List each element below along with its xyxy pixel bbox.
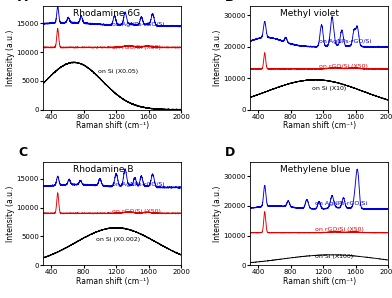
Text: on AgNPs-rGO/Si: on AgNPs-rGO/Si — [315, 201, 367, 206]
Text: C: C — [18, 146, 27, 159]
Text: Methylene blue: Methylene blue — [280, 164, 351, 174]
Text: on AgNPs-rGO/Si: on AgNPs-rGO/Si — [112, 182, 164, 187]
Y-axis label: Intensity (a.u.): Intensity (a.u.) — [213, 30, 222, 86]
Text: Methyl violet: Methyl violet — [280, 9, 339, 18]
X-axis label: Raman shift (cm⁻¹): Raman shift (cm⁻¹) — [283, 277, 356, 286]
Y-axis label: Intensity (a.u.): Intensity (a.u.) — [6, 185, 15, 242]
Y-axis label: Intensity (a.u.): Intensity (a.u.) — [213, 185, 222, 242]
Text: on AgNPs-rGO/Si: on AgNPs-rGO/Si — [319, 39, 371, 44]
Text: on Si (X100): on Si (X100) — [315, 254, 353, 259]
Text: on AgNPs-rGO/Si: on AgNPs-rGO/Si — [112, 22, 164, 27]
Text: on rGO/Si (X50): on rGO/Si (X50) — [112, 44, 161, 49]
Text: B: B — [225, 0, 235, 4]
Text: A: A — [18, 0, 28, 4]
Text: on rGO/Si (X50): on rGO/Si (X50) — [112, 209, 161, 214]
X-axis label: Raman shift (cm⁻¹): Raman shift (cm⁻¹) — [76, 121, 149, 130]
X-axis label: Raman shift (cm⁻¹): Raman shift (cm⁻¹) — [283, 121, 356, 130]
X-axis label: Raman shift (cm⁻¹): Raman shift (cm⁻¹) — [76, 277, 149, 286]
Text: on rGO/Si (X50): on rGO/Si (X50) — [315, 227, 364, 232]
Text: Rhodamine B: Rhodamine B — [73, 164, 134, 174]
Y-axis label: Intensity (a.u.): Intensity (a.u.) — [6, 30, 15, 86]
Text: D: D — [225, 146, 236, 159]
Text: on Si (X0.002): on Si (X0.002) — [96, 238, 140, 242]
Text: on Si (X0.05): on Si (X0.05) — [98, 69, 138, 74]
Text: Rhodamine 6G: Rhodamine 6G — [73, 9, 141, 18]
Text: on Si (X10): on Si (X10) — [312, 86, 347, 91]
Text: on rGO/Si (X50): on rGO/Si (X50) — [319, 64, 368, 69]
